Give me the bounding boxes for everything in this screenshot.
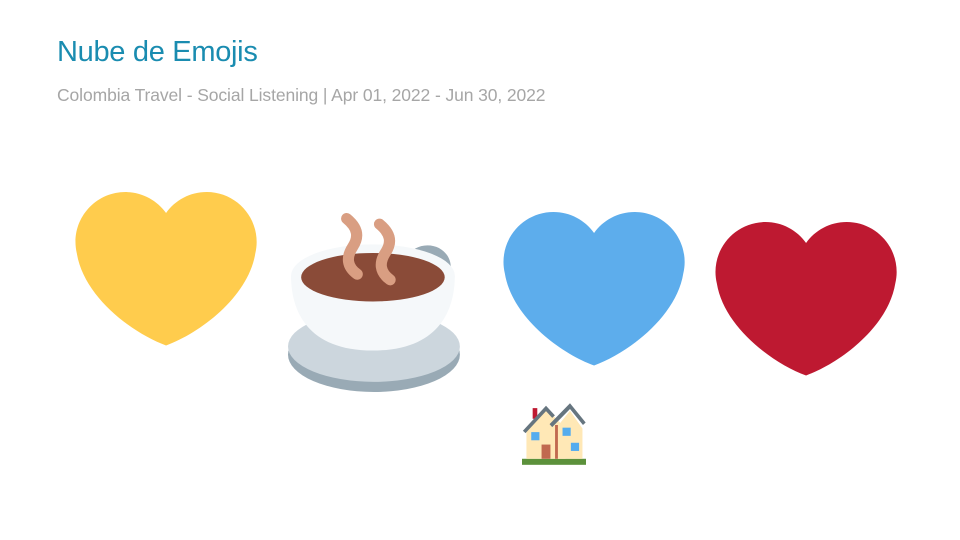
yellow-heart-icon [72,192,258,356]
page-subtitle: Colombia Travel - Social Listening | Apr… [57,85,545,106]
blue-heart-icon [500,212,686,376]
hot-beverage-icon [288,212,470,394]
red-heart-icon [712,222,898,386]
page-title: Nube de Emojis [57,36,258,69]
house-with-garden-icon [522,400,586,466]
